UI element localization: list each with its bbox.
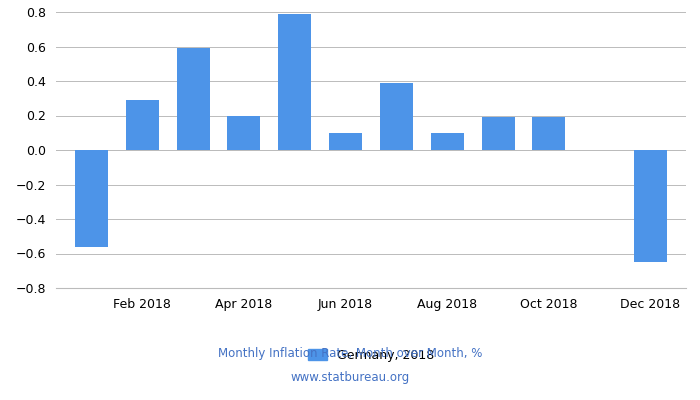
Bar [329, 133, 362, 150]
Bar [380, 83, 413, 150]
Bar [279, 14, 312, 150]
Bar [75, 150, 108, 246]
Bar [634, 150, 667, 262]
Bar [228, 116, 260, 150]
Bar [176, 48, 210, 150]
Bar [430, 133, 463, 150]
Text: Monthly Inflation Rate, Month over Month, %: Monthly Inflation Rate, Month over Month… [218, 348, 482, 360]
Text: www.statbureau.org: www.statbureau.org [290, 372, 410, 384]
Bar [126, 100, 159, 150]
Bar [532, 117, 566, 150]
Bar [482, 117, 514, 150]
Legend: Germany, 2018: Germany, 2018 [303, 344, 439, 367]
